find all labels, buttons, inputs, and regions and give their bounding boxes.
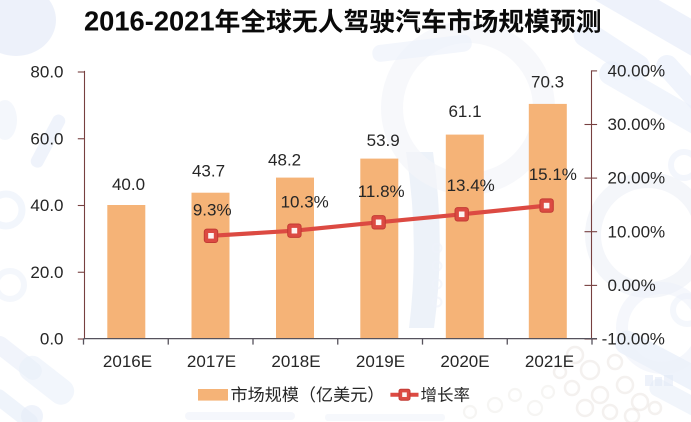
svg-text:2021E: 2021E bbox=[525, 352, 574, 371]
svg-text:2016-2021: 2016-2021 bbox=[84, 6, 215, 37]
svg-text:40.0: 40.0 bbox=[30, 196, 63, 215]
svg-text:10.3%: 10.3% bbox=[281, 192, 329, 211]
svg-text:15.1%: 15.1% bbox=[529, 165, 577, 184]
svg-text:9.3%: 9.3% bbox=[193, 201, 232, 220]
svg-text:0.0: 0.0 bbox=[40, 330, 64, 349]
svg-text:40.00%: 40.00% bbox=[608, 62, 666, 81]
svg-text:48.2: 48.2 bbox=[268, 150, 301, 169]
svg-text:2016E: 2016E bbox=[103, 352, 152, 371]
svg-text:53.9: 53.9 bbox=[367, 131, 400, 150]
svg-text:2019E: 2019E bbox=[356, 352, 405, 371]
svg-text:0.00%: 0.00% bbox=[608, 276, 656, 295]
svg-text:2017E: 2017E bbox=[187, 352, 236, 371]
svg-text:2018E: 2018E bbox=[271, 352, 320, 371]
svg-text:60.0: 60.0 bbox=[30, 129, 63, 148]
svg-text:20.0: 20.0 bbox=[30, 263, 63, 282]
svg-text:10.00%: 10.00% bbox=[608, 222, 666, 241]
svg-text:40.0: 40.0 bbox=[112, 175, 145, 194]
svg-text:80.0: 80.0 bbox=[30, 63, 63, 82]
svg-text:61.1: 61.1 bbox=[448, 102, 481, 121]
svg-text:2020E: 2020E bbox=[440, 352, 489, 371]
svg-text:13.4%: 13.4% bbox=[447, 176, 495, 195]
svg-text:-10.00%: -10.00% bbox=[602, 330, 665, 349]
svg-text:70.3: 70.3 bbox=[531, 73, 564, 92]
svg-text:20.00%: 20.00% bbox=[608, 169, 666, 188]
svg-text:43.7: 43.7 bbox=[192, 162, 225, 181]
svg-text:11.8%: 11.8% bbox=[358, 182, 405, 201]
svg-text:30.00%: 30.00% bbox=[608, 115, 666, 134]
